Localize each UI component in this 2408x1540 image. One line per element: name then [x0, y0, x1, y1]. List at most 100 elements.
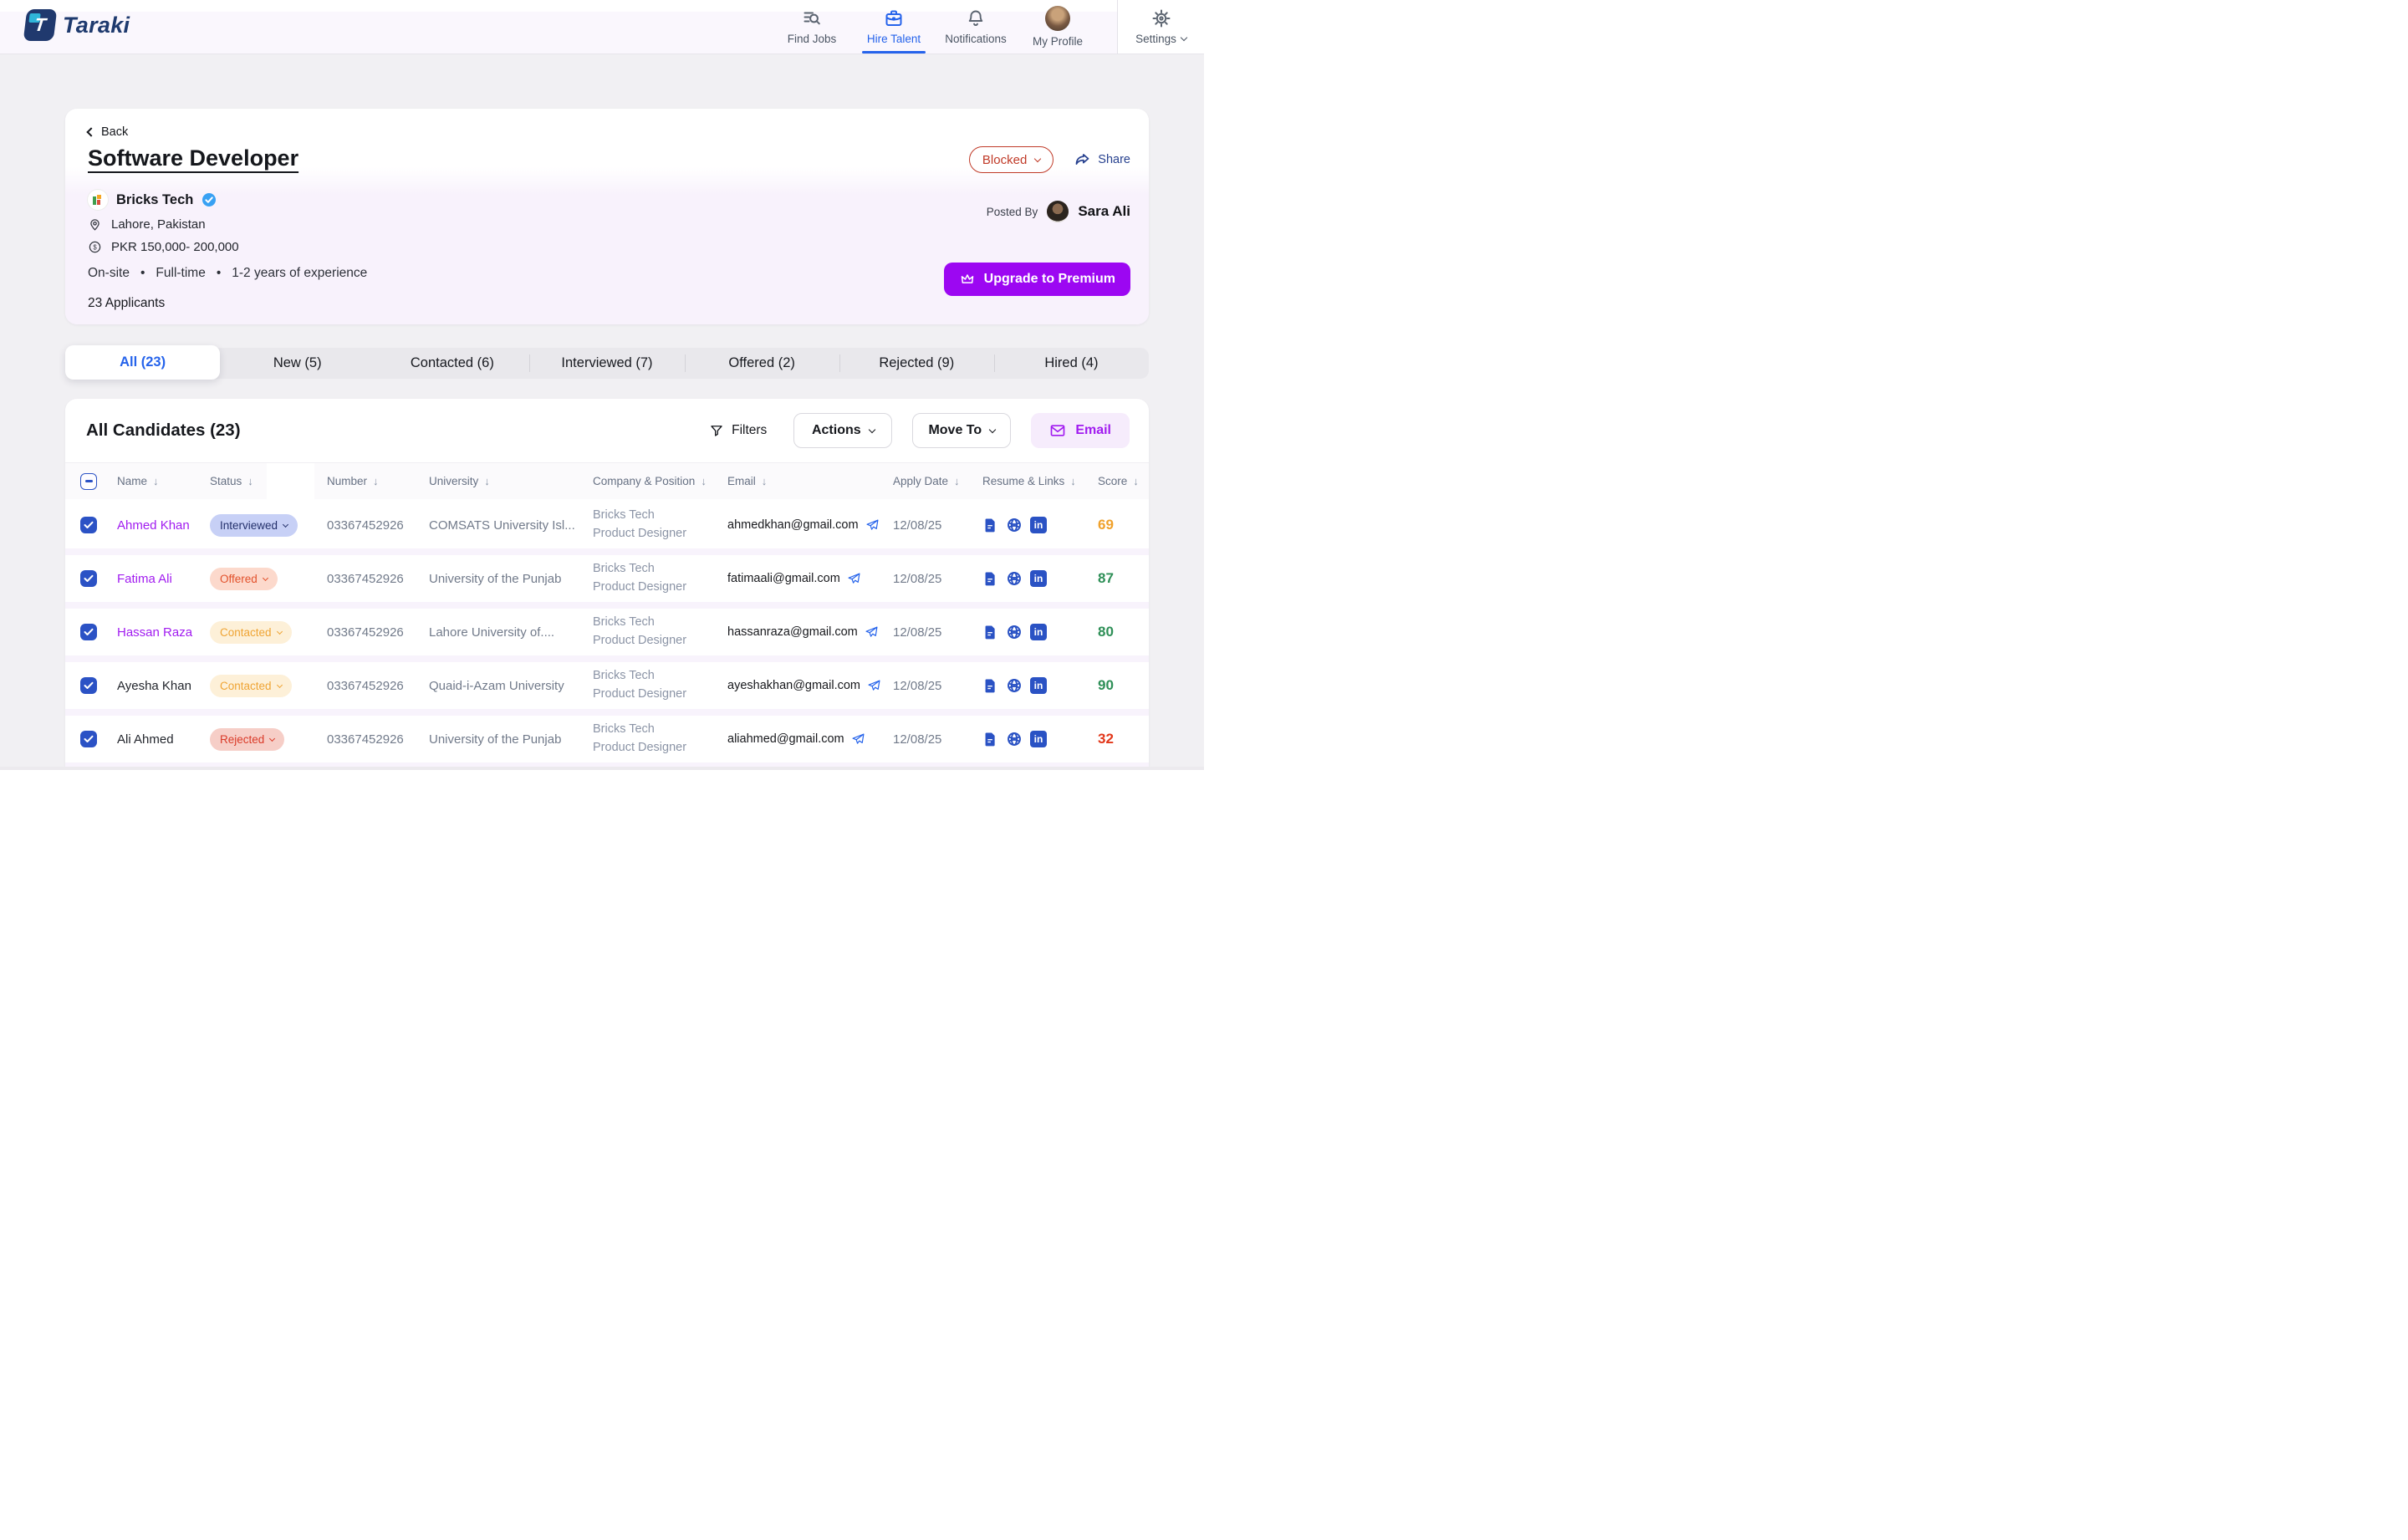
linkedin-icon[interactable]: in: [1030, 731, 1047, 747]
candidate-status-tabs: All (23) New (5) Contacted (6) Interview…: [65, 345, 1149, 380]
portfolio-globe-icon[interactable]: [1006, 570, 1023, 587]
tab-rejected[interactable]: Rejected (9): [839, 348, 994, 379]
resume-document-icon[interactable]: [982, 517, 998, 533]
row-checkbox[interactable]: [80, 677, 97, 694]
portfolio-globe-icon[interactable]: [1006, 731, 1023, 747]
filters-button[interactable]: Filters: [709, 423, 767, 438]
nav-label: My Profile: [1032, 35, 1083, 48]
candidate-apply-date: 12/08/25: [893, 625, 942, 640]
sort-icon[interactable]: ↓: [954, 475, 960, 487]
sort-icon[interactable]: ↓: [701, 475, 707, 487]
share-button[interactable]: Share: [1074, 151, 1130, 169]
nav-notifications[interactable]: Notifications: [935, 0, 1017, 54]
table-row: Ayesha Khan Contacted 03367452926 Quaid-…: [65, 662, 1149, 709]
send-email-icon[interactable]: [865, 518, 880, 533]
status-dropdown[interactable]: Rejected: [210, 727, 285, 751]
job-title[interactable]: Software Developer: [88, 145, 299, 171]
portfolio-globe-icon[interactable]: [1006, 624, 1023, 640]
chevron-down-icon: [1034, 155, 1042, 162]
gear-icon: [1151, 8, 1171, 28]
brand-logo-icon: T: [23, 9, 58, 41]
status-dropdown[interactable]: Contacted: [210, 674, 292, 697]
job-status-label: Blocked: [982, 152, 1028, 167]
resume-document-icon[interactable]: [982, 570, 998, 587]
column-header-company: Company & Position ↓: [593, 475, 707, 487]
job-status-dropdown[interactable]: Blocked: [968, 146, 1054, 173]
portfolio-globe-icon[interactable]: [1006, 677, 1023, 694]
tab-hired[interactable]: Hired (4): [993, 348, 1149, 379]
brand-logo[interactable]: T Taraki: [23, 9, 130, 41]
status-dropdown[interactable]: Offered: [210, 567, 278, 590]
candidate-name-link[interactable]: Ayesha Khan: [117, 678, 191, 693]
sort-icon[interactable]: ↓: [1133, 475, 1139, 487]
actions-dropdown[interactable]: Actions: [793, 413, 893, 448]
candidate-name-link[interactable]: Ahmed Khan: [117, 518, 190, 533]
linkedin-icon[interactable]: in: [1030, 570, 1047, 587]
column-header-name: Name ↓: [117, 475, 159, 487]
upgrade-premium-button[interactable]: Upgrade to Premium: [943, 263, 1130, 296]
email-button[interactable]: Email: [1031, 413, 1130, 448]
tab-all[interactable]: All (23): [65, 345, 221, 380]
candidate-apply-date: 12/08/25: [893, 571, 942, 586]
linkedin-icon[interactable]: in: [1030, 624, 1047, 640]
bell-icon: [966, 8, 986, 28]
row-checkbox[interactable]: [80, 517, 97, 533]
table-header-row: Name ↓ Status ↓ Number ↓ University ↓ Compan…: [65, 462, 1149, 499]
resume-document-icon[interactable]: [982, 677, 998, 694]
table-body: Ahmed Khan Interviewed 03367452926 COMSA…: [65, 502, 1149, 770]
tab-interviewed[interactable]: Interviewed (7): [529, 348, 684, 379]
candidate-apply-date: 12/08/25: [893, 678, 942, 693]
candidate-number: 03367452926: [327, 571, 404, 586]
move-to-dropdown[interactable]: Move To: [912, 413, 1012, 448]
nav-find-jobs[interactable]: Find Jobs: [771, 0, 853, 54]
table-row: Fatima Ali Offered 03367452926 Universit…: [65, 555, 1149, 602]
sort-icon[interactable]: ↓: [153, 475, 159, 487]
linkedin-icon[interactable]: in: [1030, 517, 1047, 533]
settings-menu[interactable]: Settings: [1117, 0, 1204, 54]
select-all-checkbox[interactable]: [80, 472, 97, 490]
resume-document-icon[interactable]: [982, 731, 998, 747]
sort-icon[interactable]: ↓: [247, 475, 253, 487]
applicants-count: 23 Applicants: [88, 296, 166, 310]
sort-icon[interactable]: ↓: [1070, 475, 1076, 487]
candidate-email: aliahmed@gmail.com: [727, 732, 893, 747]
nav-hire-talent[interactable]: Hire Talent: [853, 0, 935, 54]
linkedin-icon[interactable]: in: [1030, 677, 1047, 694]
row-checkbox[interactable]: [80, 731, 97, 747]
portfolio-globe-icon[interactable]: [1006, 517, 1023, 533]
status-dropdown[interactable]: Interviewed: [210, 513, 298, 537]
candidate-name-link[interactable]: Ali Ahmed: [117, 732, 174, 747]
tab-offered[interactable]: Offered (2): [684, 348, 839, 379]
candidate-name-link[interactable]: Hassan Raza: [117, 625, 193, 640]
candidate-number: 03367452926: [327, 625, 404, 640]
send-email-icon[interactable]: [851, 732, 865, 747]
back-button[interactable]: Back: [86, 125, 128, 139]
nav-label: Notifications: [945, 33, 1007, 45]
page-bottom-strip: [0, 767, 1204, 770]
poster-avatar[interactable]: [1047, 201, 1069, 222]
send-email-icon[interactable]: [847, 572, 861, 586]
column-header-number: Number ↓: [327, 475, 379, 487]
candidate-name-link[interactable]: Fatima Ali: [117, 571, 172, 586]
chevron-left-icon: [86, 127, 96, 137]
status-share-group: Blocked Share: [968, 146, 1130, 173]
column-header-status: Status ↓: [210, 475, 253, 487]
nav-label: Hire Talent: [866, 33, 921, 45]
tab-new[interactable]: New (5): [273, 355, 322, 370]
send-email-icon[interactable]: [865, 625, 879, 640]
nav-my-profile[interactable]: My Profile: [1017, 0, 1099, 54]
sort-icon[interactable]: ↓: [373, 475, 379, 487]
resume-links: in: [982, 731, 1098, 747]
poster-name[interactable]: Sara Ali: [1078, 203, 1130, 219]
send-email-icon[interactable]: [867, 679, 881, 693]
candidate-company-position: Bricks Tech Product Designer: [593, 722, 687, 754]
row-checkbox[interactable]: [80, 570, 97, 587]
tab-contacted[interactable]: Contacted (6): [410, 355, 494, 370]
resume-document-icon[interactable]: [982, 624, 998, 640]
share-label: Share: [1098, 153, 1130, 166]
sort-icon[interactable]: ↓: [761, 475, 768, 487]
status-dropdown[interactable]: Contacted: [210, 620, 292, 644]
logo-letter: T: [33, 14, 48, 35]
sort-icon[interactable]: ↓: [484, 475, 490, 487]
row-checkbox[interactable]: [80, 624, 97, 640]
